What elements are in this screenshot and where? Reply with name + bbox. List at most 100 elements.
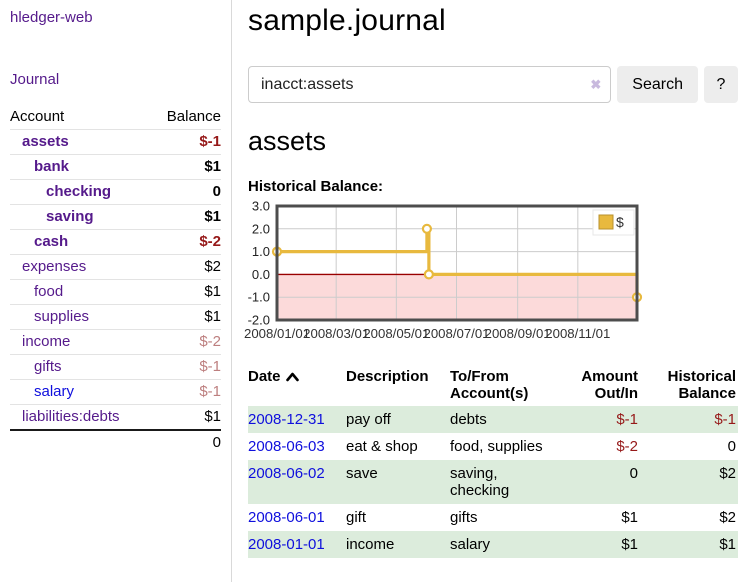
transaction-date-cell: 2008-06-02: [248, 460, 346, 504]
register-col-header: Description: [346, 364, 450, 406]
transaction-date-link[interactable]: 2008-01-01: [248, 536, 325, 553]
account-balance: $-1: [151, 129, 221, 155]
transaction-row: 2008-06-02 save saving, checking 0 $2: [248, 460, 738, 504]
transaction-accounts: food, supplies: [450, 438, 543, 455]
transaction-date-link[interactable]: 2008-06-02: [248, 465, 325, 482]
account-link-assets[interactable]: assets: [22, 133, 69, 150]
account-link-supplies[interactable]: supplies: [34, 308, 90, 325]
register-col-label: To/From Account(s): [450, 368, 529, 402]
account-row: liabilities:debts $1: [10, 404, 221, 430]
spacer: [10, 429, 152, 455]
transaction-amount: $1: [570, 531, 650, 558]
transaction-date-link[interactable]: 2008-12-31: [248, 411, 325, 428]
account-name-cell: gifts: [10, 354, 152, 380]
register-body: 2008-12-31 pay off debts $-1 $-1 2008-06-03 ea…: [248, 406, 738, 558]
x-axis-tick-label: 2008/07/01: [423, 326, 489, 341]
app-title: hledger-web: [10, 9, 221, 26]
account-name-cell: assets: [10, 129, 152, 155]
account-balance: $-1: [151, 379, 221, 405]
account-heading: assets: [248, 126, 327, 156]
search-input[interactable]: [248, 66, 612, 103]
transaction-date-cell: 2008-01-01: [248, 531, 346, 558]
register-sort-date[interactable]: Date: [248, 364, 346, 406]
transaction-date-cell: 2008-12-31: [248, 406, 346, 433]
transaction-accounts: debts: [450, 406, 570, 433]
account-name-cell: liabilities:debts: [10, 404, 152, 430]
account-row: salary $-1: [10, 379, 221, 405]
account-name-cell: cash: [10, 229, 152, 255]
transaction-row: 2008-12-31 pay off debts $-1 $-1: [248, 406, 738, 433]
account-name-cell: food: [10, 279, 152, 305]
account-name-cell: income: [10, 329, 152, 355]
account-row: assets $-1: [10, 129, 221, 155]
transaction-description: eat & shop: [346, 438, 418, 455]
account-row: supplies $1: [10, 304, 221, 330]
account-balance: $2: [151, 254, 221, 280]
balance-chart-canvas: $3.0 2.0 1.0 0.0 -1.0 -2.02008/01/012008/03/0…: [244, 199, 643, 341]
transaction-amount: $1: [621, 509, 638, 526]
x-axis-tick-label: 2008/11/01: [545, 326, 610, 341]
account-link-expenses[interactable]: expenses: [22, 258, 87, 275]
chart-title: Historical Balance:: [248, 178, 384, 195]
transaction-balance: $2: [719, 509, 736, 526]
search-button[interactable]: Search: [617, 66, 698, 103]
account-name-cell: supplies: [10, 304, 152, 330]
x-axis-tick-label: 2008/03/01: [303, 326, 369, 341]
help-button[interactable]: ?: [704, 66, 738, 103]
y-axis-tick-label: 1.0: [252, 244, 270, 259]
account-link-checking[interactable]: checking: [46, 183, 112, 200]
y-axis-tick-label: 0.0: [252, 267, 270, 282]
x-axis-tick-label: 2008/05/01: [363, 326, 429, 341]
transaction-description: gift: [346, 509, 367, 526]
accounts-total-balance: 0: [151, 429, 221, 455]
accounts-col-balance: Balance: [166, 108, 221, 125]
transaction-date-link[interactable]: 2008-06-01: [248, 509, 325, 526]
clear-search-icon[interactable]: ✖: [590, 76, 602, 92]
transaction-date-cell: 2008-06-03: [248, 433, 346, 460]
transaction-accounts: saving, checking: [450, 460, 570, 504]
app-title-link[interactable]: hledger-web: [10, 9, 93, 26]
account-link-bank[interactable]: bank: [34, 158, 70, 175]
account-row: food $1: [10, 279, 221, 305]
account-link-salary[interactable]: salary: [34, 383, 75, 400]
account-row: gifts $-1: [10, 354, 221, 380]
account-balance: $-1: [151, 354, 221, 380]
register-header-row: Date Description To/From Account(s) Amount …: [248, 364, 738, 406]
x-axis-tick-label: 2008/09/01: [485, 326, 551, 341]
register-col-header: Amount Out/In: [570, 364, 650, 406]
register-col-header: To/From Account(s): [450, 364, 570, 406]
account-name-cell: bank: [10, 154, 152, 180]
account-name-cell: salary: [10, 379, 152, 405]
transaction-accounts: gifts: [450, 509, 478, 526]
account-link-food[interactable]: food: [34, 283, 64, 300]
account-row: checking 0: [10, 179, 221, 205]
account-link-saving[interactable]: saving: [46, 208, 94, 225]
transaction-description: pay off: [346, 406, 450, 433]
accounts-col-account: Account: [10, 108, 65, 125]
transaction-balance: $1: [650, 531, 738, 558]
account-balance: $-2: [151, 329, 221, 355]
account-link-cash[interactable]: cash: [34, 233, 69, 250]
account-name-cell: expenses: [10, 254, 152, 280]
transaction-balance: $-1: [650, 406, 738, 433]
account-name-cell: checking: [10, 179, 152, 205]
transaction-description: income: [346, 531, 450, 558]
register-col-label: Description: [346, 368, 429, 385]
register-col-label: Amount Out/In: [581, 368, 638, 402]
y-axis-tick-label: 2.0: [252, 221, 270, 236]
account-row: bank $1: [10, 154, 221, 180]
transaction-accounts: salary: [450, 531, 570, 558]
register-col-label: Date: [248, 368, 281, 385]
account-balance: $-2: [151, 229, 221, 255]
transaction-balance: $2: [650, 460, 738, 504]
account-link-liabilities-debts[interactable]: liabilities:debts: [22, 408, 120, 425]
transaction-description: save: [346, 460, 450, 504]
transaction-amount: $-1: [570, 406, 650, 433]
account-balance: 0: [151, 179, 221, 205]
account-link-gifts[interactable]: gifts: [34, 358, 62, 375]
account-link-income[interactable]: income: [22, 333, 71, 350]
transaction-date-link[interactable]: 2008-06-03: [248, 438, 325, 455]
register-table: Date Description To/From Account(s) Amount …: [248, 364, 738, 558]
sidebar-item-journal[interactable]: Journal: [10, 71, 60, 88]
